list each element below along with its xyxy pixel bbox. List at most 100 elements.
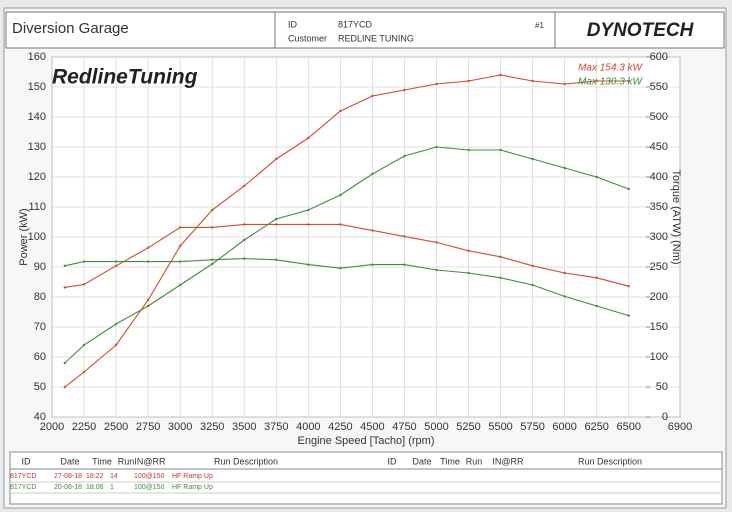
y2-tick-label: 350	[650, 201, 668, 213]
point	[563, 271, 566, 275]
legend-entry: Max 154.3 kW	[578, 63, 643, 74]
y2-axis-label: Torque (ATW) (Nm)	[670, 169, 682, 264]
legend-entry: Max 130.3 kW	[578, 77, 643, 88]
point	[371, 172, 374, 176]
y2-tick-label: 50	[656, 381, 668, 393]
y-tick-label: 80	[34, 291, 46, 303]
y-tick-label: 70	[34, 321, 46, 333]
point	[275, 258, 278, 261]
y-axis-label: Power (kW)	[18, 208, 30, 265]
point	[467, 249, 470, 252]
point	[178, 226, 182, 229]
y2-tick-label: 400	[650, 171, 668, 183]
x-tick-label: 5000	[424, 421, 448, 433]
point	[275, 157, 278, 161]
point	[339, 223, 342, 226]
point	[63, 264, 67, 267]
point	[114, 260, 118, 263]
point	[435, 241, 438, 244]
x-tick-label: 5750	[520, 421, 544, 433]
table-cell: HF Ramp Up	[172, 473, 213, 480]
point	[531, 283, 534, 287]
y2-tick-label: 200	[650, 291, 668, 303]
point	[403, 88, 406, 92]
x-tick-label: 5250	[456, 421, 480, 433]
point	[435, 268, 438, 272]
y-tick-label: 140	[28, 111, 46, 123]
table-header: Run Description	[214, 456, 278, 466]
table-cell: 100@150	[134, 484, 165, 491]
point	[627, 79, 630, 83]
x-tick-label: 6900	[668, 421, 692, 433]
table-header: Run Description	[578, 456, 642, 466]
table-header: ID	[388, 456, 398, 466]
point	[114, 322, 118, 326]
point	[435, 145, 438, 149]
point	[63, 286, 67, 289]
point	[563, 166, 566, 170]
point	[178, 283, 182, 287]
y2-tick-label: 600	[650, 51, 668, 63]
y2-tick-label: 250	[650, 261, 668, 273]
y2-tick-label: 100	[650, 351, 668, 363]
point	[371, 94, 374, 98]
point	[211, 208, 214, 212]
point	[371, 263, 374, 266]
customer-label: Customer	[288, 33, 327, 43]
x-tick-label: 4000	[296, 421, 320, 433]
point	[63, 361, 67, 365]
point	[403, 235, 406, 238]
x-tick-label: 2000	[40, 421, 64, 433]
y-tick-label: 90	[34, 261, 46, 273]
x-tick-label: 2750	[136, 421, 160, 433]
x-tick-label: 3500	[232, 421, 256, 433]
point	[563, 82, 566, 86]
table-header: Time	[440, 456, 460, 466]
table-cell: 18:06	[86, 484, 104, 491]
point	[307, 263, 310, 266]
point	[243, 257, 246, 260]
page-number: #1	[535, 21, 544, 30]
point	[146, 304, 150, 308]
x-tick-label: 6000	[552, 421, 576, 433]
point	[243, 223, 246, 226]
y-tick-label: 50	[34, 381, 46, 393]
y-tick-label: 60	[34, 351, 46, 363]
header-title: Diversion Garage	[12, 20, 129, 37]
point	[467, 79, 470, 83]
point	[146, 246, 150, 249]
point	[595, 175, 598, 179]
y-tick-label: 40	[34, 411, 46, 423]
point	[531, 264, 534, 267]
point	[499, 276, 502, 279]
point	[627, 187, 630, 191]
table-header: Run	[118, 456, 135, 466]
point	[243, 238, 246, 242]
table-header: Date	[60, 456, 79, 466]
y2-tick-label: 300	[650, 231, 668, 243]
x-tick-label: 2500	[104, 421, 128, 433]
x-tick-label: 3000	[168, 421, 192, 433]
point	[339, 267, 342, 270]
point	[595, 276, 598, 279]
customer-value: REDLINE TUNING	[338, 33, 414, 43]
point	[595, 304, 598, 308]
point	[243, 184, 246, 188]
y2-tick-label: 550	[650, 81, 668, 93]
y2-tick-label: 450	[650, 141, 668, 153]
table-cell: HF Ramp Up	[172, 484, 213, 491]
point	[339, 193, 342, 197]
point	[178, 244, 182, 248]
table-header: Time	[92, 456, 112, 466]
table-cell: 1	[110, 484, 114, 491]
table-cell: 817YCD	[10, 473, 36, 480]
table-box	[9, 451, 723, 505]
point	[595, 79, 598, 83]
point	[371, 229, 374, 232]
point	[435, 82, 438, 86]
point	[531, 79, 534, 83]
x-tick-label: 3250	[200, 421, 224, 433]
table-header: Run	[466, 456, 483, 466]
y-tick-label: 120	[28, 171, 46, 183]
